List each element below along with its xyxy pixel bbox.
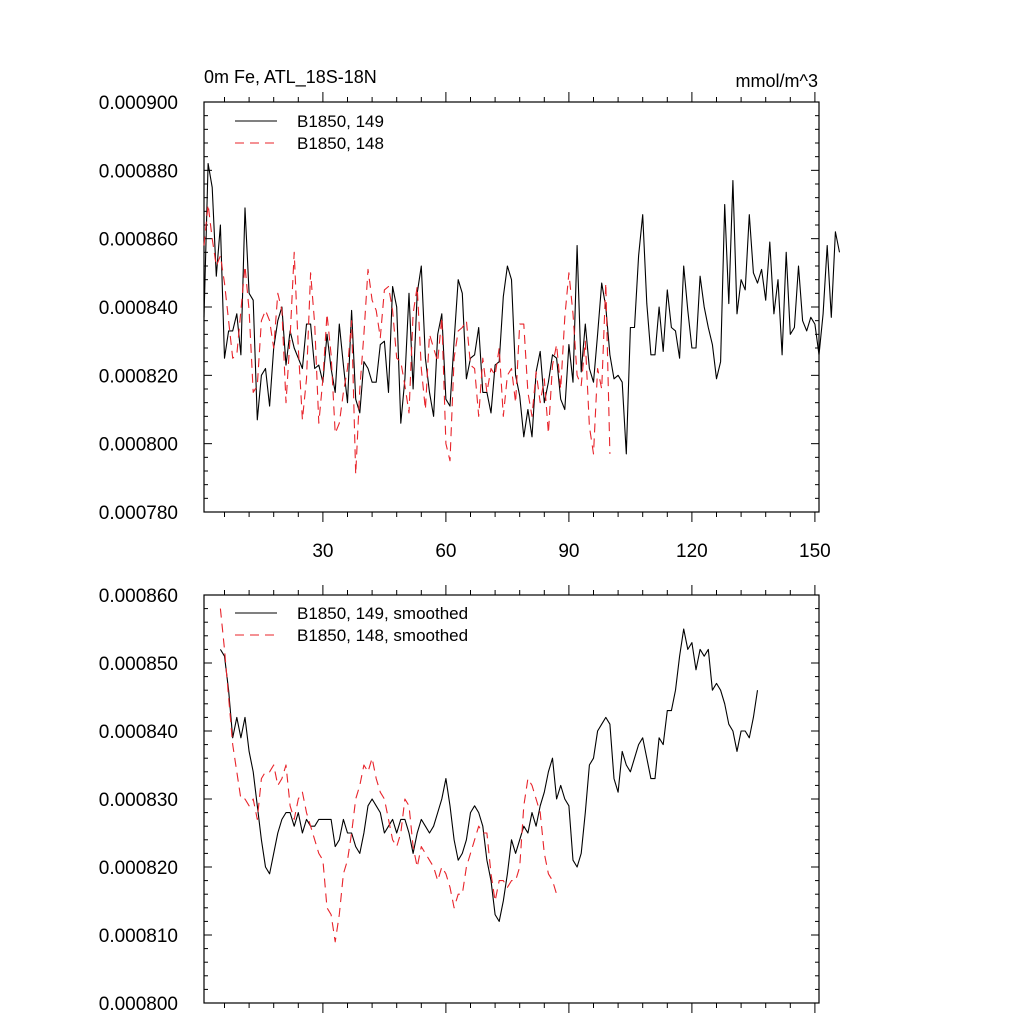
axis-ticks (204, 585, 819, 1013)
series-line-b1850-149 (203, 162, 841, 455)
series-line-b1850-149-smoothed (219, 628, 759, 922)
y-tick-label: 0.000860 (99, 230, 178, 251)
bottom-panel: 0.000800 0.000810 0.000820 0.000830 0.000840… (99, 585, 820, 1015)
legend-label-149-smoothed: B1850, 149, smoothed (297, 604, 468, 623)
x-tick-label: 90 (558, 541, 579, 562)
legend-label-148: B1850, 148 (297, 134, 384, 153)
top-panel: 0m Fe, ATL_18S-18N mmol/m^3 0.0007800.00… (99, 67, 841, 562)
series-lines (203, 162, 841, 475)
y-tick-labels: 0.000800 0.000810 0.000820 0.000830 0.000840… (99, 586, 178, 1015)
y-tick-label: 0.000780 (99, 503, 178, 524)
y-tick-label: 0.000800 (99, 994, 178, 1015)
y-tick-label: 0.000840 (99, 722, 178, 743)
x-tick-label: 120 (676, 541, 708, 562)
axis-ticks (204, 92, 819, 522)
y-tick-label: 0.000820 (99, 366, 178, 387)
series-lines (219, 608, 759, 943)
y-tick-label: 0.000880 (99, 161, 178, 182)
chart-title: 0m Fe, ATL_18S-18N (204, 67, 377, 88)
y-tick-label: 0.000810 (99, 926, 178, 947)
legend: B1850, 149 B1850, 148 (235, 112, 384, 153)
units-label: mmol/m^3 (736, 71, 818, 91)
x-tick-label: 60 (435, 541, 456, 562)
y-tick-label: 0.000850 (99, 654, 178, 675)
y-tick-label: 0.000830 (99, 790, 178, 811)
legend: B1850, 149, smoothed B1850, 148, smoothe… (235, 604, 468, 645)
legend-label-148-smoothed: B1850, 148, smoothed (297, 626, 468, 645)
y-tick-label: 0.000900 (99, 93, 178, 114)
series-line-b1850-148-smoothed (219, 608, 558, 943)
x-tick-label: 150 (799, 541, 831, 562)
y-tick-label: 0.000800 (99, 435, 178, 456)
series-line-b1850-148 (203, 203, 611, 475)
y-tick-label: 0.000860 (99, 586, 178, 607)
x-tick-label: 30 (312, 541, 333, 562)
y-tick-labels: 0.000780 0.000800 0.000820 0.000840 0.000860… (99, 93, 178, 524)
y-tick-label: 0.000820 (99, 858, 178, 879)
y-tick-label: 0.000840 (99, 298, 178, 319)
legend-label-149: B1850, 149 (297, 112, 384, 131)
plot-frame (203, 594, 820, 1004)
x-tick-labels: 30 60 90 120 150 (312, 541, 830, 562)
